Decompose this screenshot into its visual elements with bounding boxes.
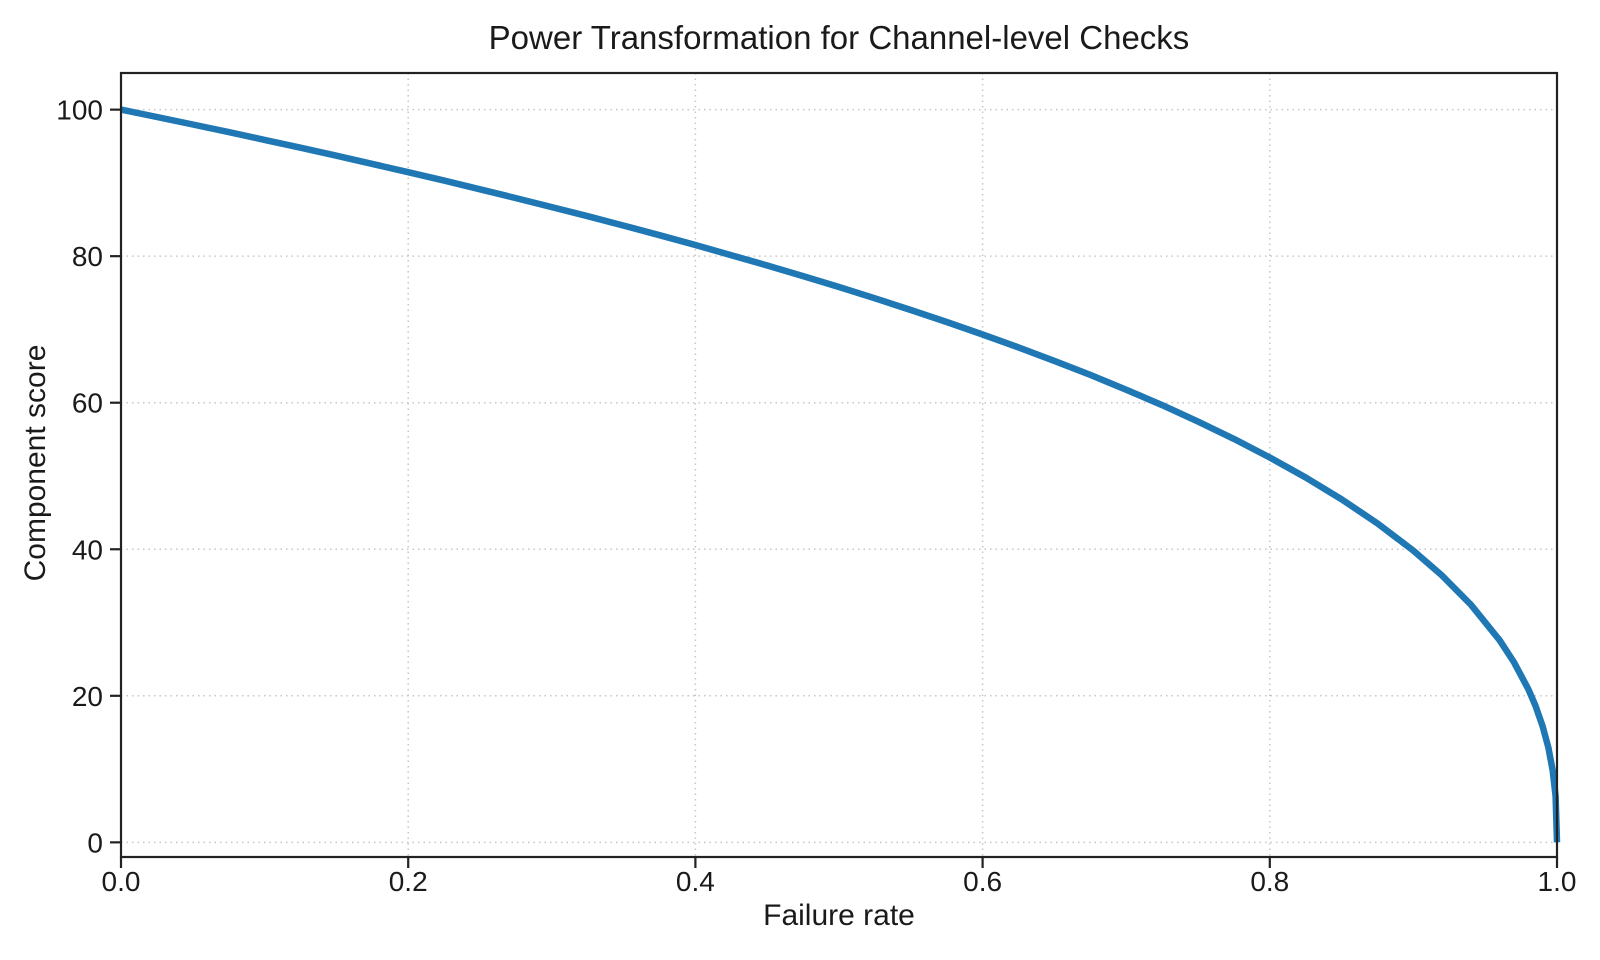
y-axis-label: Component score: [19, 344, 52, 582]
y-tick-label: 20: [72, 681, 103, 712]
x-tick-label: 1.0: [1538, 866, 1577, 897]
x-tick-label: 0.8: [1250, 866, 1289, 897]
plot-border: [119, 71, 1559, 859]
y-tick-label: 60: [72, 388, 103, 419]
x-tick-label: 0.0: [102, 866, 141, 897]
x-tick-label: 0.4: [676, 866, 715, 897]
y-tick-label: 0: [87, 827, 103, 858]
x-tick-label: 0.2: [389, 866, 428, 897]
y-tick-label: 40: [72, 534, 103, 565]
x-tick-label: 0.6: [963, 866, 1002, 897]
y-tick-label: 100: [56, 95, 103, 126]
series-line: [120, 106, 1561, 843]
chart-title: Power Transformation for Channel-level C…: [488, 19, 1190, 56]
y-tick-label: 80: [72, 241, 103, 272]
x-axis-label: Failure rate: [763, 899, 915, 932]
